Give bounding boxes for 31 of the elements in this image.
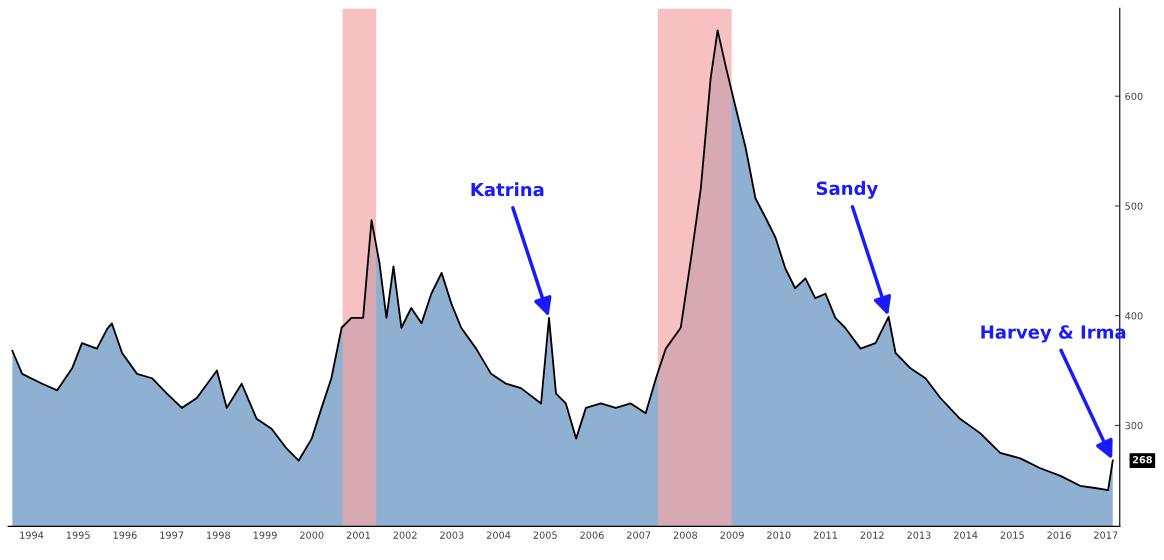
x-tick-label: 1995 (66, 531, 90, 539)
x-tick-label: 2012 (860, 531, 884, 539)
x-tick-label: 2013 (907, 531, 931, 539)
x-tick-label: 2007 (627, 531, 651, 539)
x-tick-label: 2016 (1047, 531, 1071, 539)
x-tick-label: 2014 (953, 531, 978, 539)
x-tick-label: 1994 (20, 531, 44, 539)
x-tick-label: 2011 (813, 531, 837, 539)
x-tick-label: 2000 (300, 531, 324, 539)
x-tick-label: 2006 (580, 531, 604, 539)
annotation: Sandy (816, 181, 878, 199)
annotation: Katrina (471, 182, 544, 197)
x-tick-label: 1996 (113, 531, 137, 539)
y-tick-label: 300 (1125, 421, 1143, 430)
y-tick-label: 400 (1125, 312, 1143, 320)
y-tick-label: 500 (1125, 202, 1143, 210)
x-tick-label: 2002 (393, 531, 417, 539)
x-tick-label: 2004 (486, 531, 511, 539)
x-tick-label: 2015 (1000, 531, 1024, 539)
x-tick-label: 2008 (673, 531, 698, 539)
x-tick-label: 1999 (253, 531, 277, 539)
y-tick-label: 600 (1125, 92, 1143, 101)
x-tick-label: 2001 (346, 531, 370, 539)
x-tick-label: 2017 (1094, 531, 1118, 539)
annotation: 268 (1132, 456, 1152, 464)
x-tick-label: 2005 (533, 531, 557, 539)
x-tick-label: 2009 (720, 531, 744, 539)
x-tick-label: 1997 (160, 531, 184, 539)
x-tick-label: 2003 (440, 531, 464, 539)
x-tick-label: 1998 (207, 531, 231, 539)
x-tick-label: 2010 (767, 531, 791, 539)
